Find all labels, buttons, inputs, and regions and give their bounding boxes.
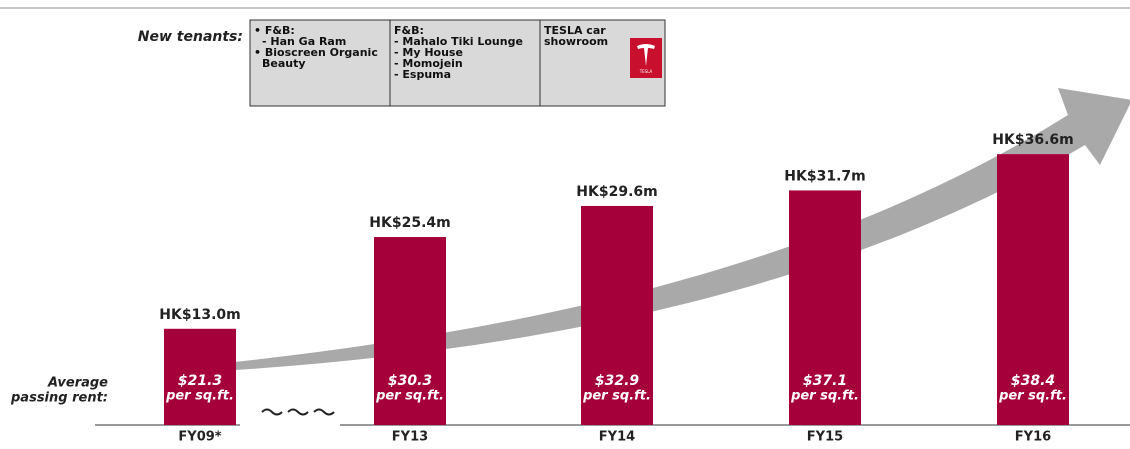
tenant-line: Beauty	[262, 57, 306, 70]
bar	[581, 205, 653, 425]
rent-title: passing rent:	[10, 391, 108, 406]
rent-label: $37.1	[803, 373, 847, 389]
rent-label: $21.3	[178, 373, 222, 389]
tenant-line: - Momojein	[394, 57, 463, 70]
tenant-line: TESLA car	[544, 24, 606, 37]
tenant-line: • F&B:	[254, 24, 295, 37]
bar	[374, 237, 446, 425]
x-tick-label: FY09*	[178, 430, 221, 445]
x-tick-label: FY15	[807, 430, 843, 445]
bar	[997, 154, 1069, 425]
rent-title: Average	[47, 376, 108, 391]
rent-unit: per sq.ft.	[165, 389, 234, 404]
rent-unit: per sq.ft.	[375, 389, 444, 404]
tenants-box	[249, 19, 666, 107]
bar	[789, 190, 861, 425]
tenant-line: - My House	[394, 46, 463, 59]
tenant-line: - Mahalo Tiki Lounge	[394, 35, 523, 48]
logo-text: TESLA	[639, 69, 653, 74]
tenant-line: showroom	[544, 35, 608, 48]
axis-break	[261, 408, 335, 416]
value-label: HK$31.7m	[784, 168, 865, 184]
value-label: HK$13.0m	[159, 307, 240, 323]
rent-unit: per sq.ft.	[790, 389, 859, 404]
value-label: HK$25.4m	[369, 215, 450, 231]
x-tick-label: FY16	[1015, 430, 1051, 445]
tesla-mark	[637, 44, 655, 66]
tenant-line: • Bioscreen Organic	[254, 46, 378, 59]
rent-unit: per sq.ft.	[582, 389, 651, 404]
rent-label: $38.4	[1011, 373, 1055, 389]
value-label: HK$29.6m	[576, 184, 657, 200]
x-tick-label: FY13	[392, 430, 428, 445]
bar	[164, 328, 236, 425]
tenant-line: - Han Ga Ram	[262, 35, 346, 48]
value-label: HK$36.6m	[992, 132, 1073, 148]
rent-label: $32.9	[595, 373, 640, 389]
tenant-line: F&B:	[394, 24, 424, 37]
tenant-line: - Espuma	[394, 68, 451, 81]
tenants-title: New tenants:	[138, 29, 243, 45]
x-tick-label: FY14	[599, 430, 635, 445]
rent-unit: per sq.ft.	[998, 389, 1067, 404]
rent-label: $30.3	[388, 373, 432, 389]
